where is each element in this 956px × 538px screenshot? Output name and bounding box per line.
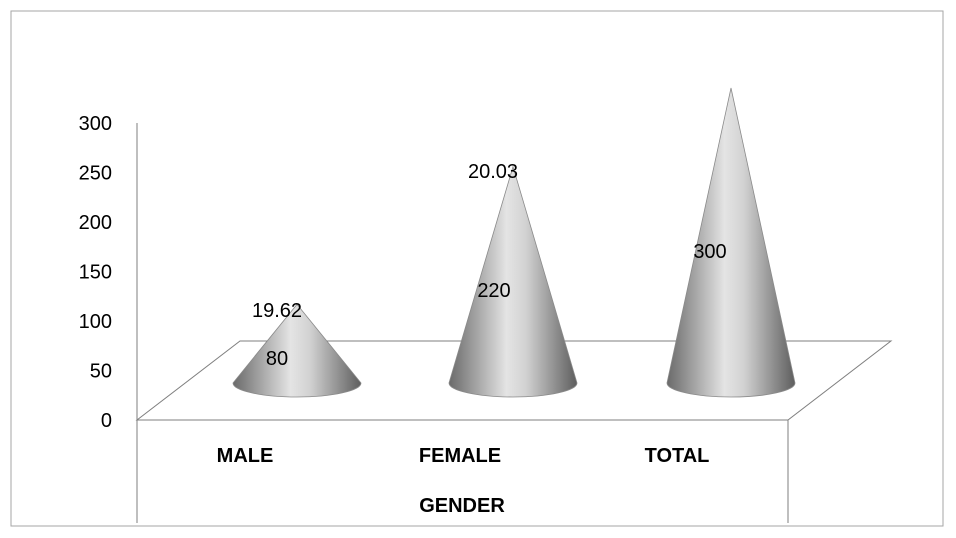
data-label-value: 300 <box>693 241 726 263</box>
y-tick-label: 0 <box>101 410 112 432</box>
data-label-secondary: 19.62 <box>252 300 302 322</box>
data-label-secondary: 20.03 <box>468 161 518 183</box>
y-tick-label: 100 <box>79 311 112 333</box>
x-tick-label: TOTAL <box>645 445 710 467</box>
y-tick-label: 150 <box>79 262 112 284</box>
data-label-value: 220 <box>477 280 510 302</box>
y-tick-label: 250 <box>79 163 112 185</box>
x-axis-title: GENDER <box>419 495 505 517</box>
y-tick-label: 50 <box>90 361 112 383</box>
x-tick-label: MALE <box>217 445 274 467</box>
y-tick-label: 300 <box>79 113 112 135</box>
x-tick-label: FEMALE <box>419 445 501 467</box>
data-label-value: 80 <box>266 348 288 370</box>
y-tick-label: 200 <box>79 212 112 234</box>
